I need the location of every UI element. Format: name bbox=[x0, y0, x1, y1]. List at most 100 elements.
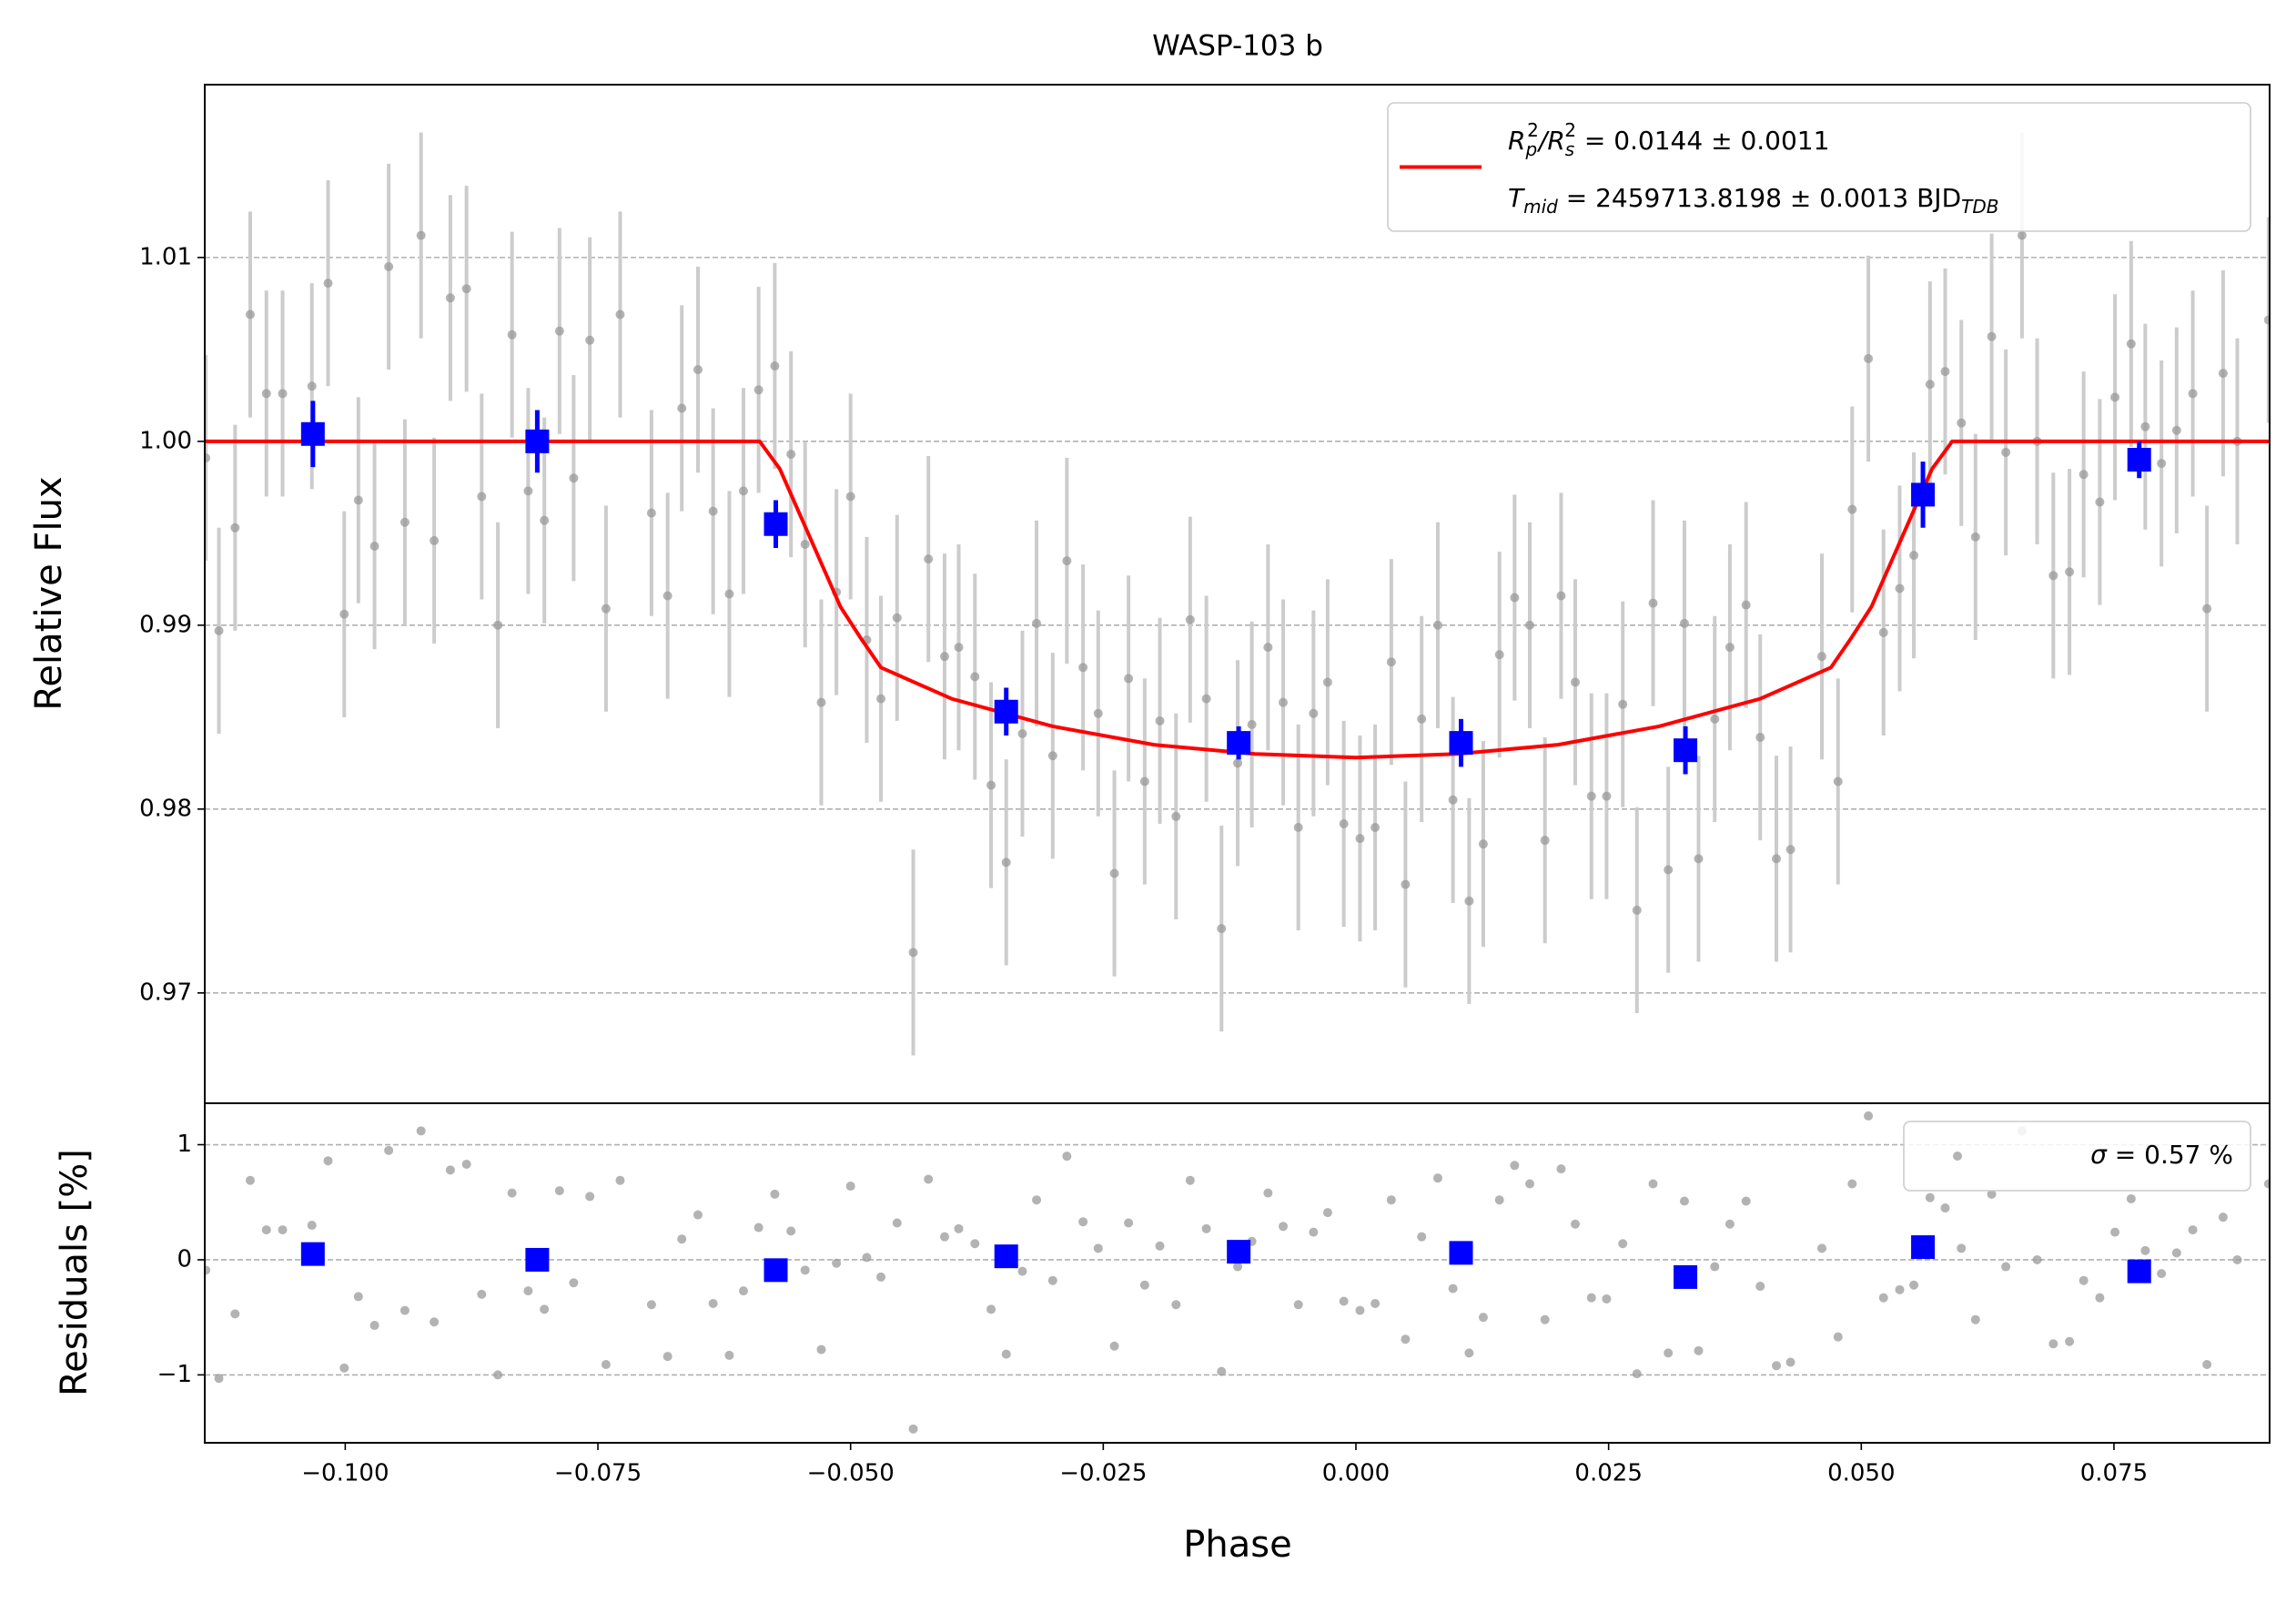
data-point bbox=[800, 539, 810, 549]
data-point bbox=[876, 694, 886, 704]
data-point bbox=[1401, 1334, 1411, 1344]
data-point bbox=[278, 389, 288, 399]
data-point bbox=[708, 506, 718, 516]
y-tick-label: −1 bbox=[157, 1361, 192, 1388]
data-point bbox=[445, 1165, 455, 1175]
data-point bbox=[2126, 1193, 2136, 1203]
data-point bbox=[1895, 583, 1905, 594]
binned-point bbox=[1674, 1264, 1698, 1289]
data-point bbox=[845, 1182, 855, 1192]
data-point bbox=[2095, 497, 2105, 507]
data-point bbox=[2140, 1245, 2150, 1255]
data-point bbox=[1124, 674, 1134, 684]
data-point bbox=[1970, 1314, 1980, 1324]
legend-text: σ bbox=[2090, 1140, 2108, 1170]
data-point bbox=[1494, 1195, 1504, 1205]
data-point bbox=[230, 1309, 240, 1319]
data-point bbox=[1957, 418, 1967, 428]
data-point bbox=[323, 1156, 333, 1166]
data-point bbox=[307, 381, 317, 391]
data-point bbox=[1878, 627, 1888, 637]
data-point bbox=[1322, 677, 1332, 687]
data-point bbox=[1293, 823, 1303, 833]
data-point bbox=[1833, 1332, 1843, 1342]
legend-handle bbox=[1953, 1152, 1962, 1161]
data-point bbox=[1448, 1283, 1458, 1294]
data-point bbox=[1816, 652, 1826, 662]
binned-point bbox=[2127, 448, 2151, 472]
data-point bbox=[1571, 1219, 1581, 1229]
data-point bbox=[461, 1160, 471, 1170]
x-tick-label: 0.050 bbox=[1827, 1460, 1895, 1487]
legend-label: Tmid = 2459713.8198 ± 0.0013 BJDTDB bbox=[1508, 183, 1998, 218]
data-point bbox=[1847, 1179, 1857, 1189]
binned-point bbox=[994, 1244, 1018, 1269]
data-point bbox=[1093, 708, 1103, 718]
data-point bbox=[1217, 924, 1227, 934]
data-point bbox=[1510, 1161, 1520, 1171]
data-point bbox=[400, 517, 410, 527]
y-tick-label: 1 bbox=[177, 1131, 192, 1158]
data-point bbox=[908, 1424, 918, 1434]
data-point bbox=[307, 1221, 317, 1231]
data-point bbox=[523, 486, 533, 496]
binned-point bbox=[1911, 1235, 1936, 1260]
data-point bbox=[445, 293, 455, 303]
y-tick-label: 0.99 bbox=[139, 611, 192, 638]
data-point bbox=[477, 492, 487, 502]
data-point bbox=[939, 652, 949, 662]
data-point bbox=[986, 1304, 996, 1314]
data-point bbox=[1371, 1299, 1381, 1309]
y-axis-label: Residuals [%] bbox=[54, 1149, 96, 1396]
data-point bbox=[1525, 620, 1535, 630]
data-point bbox=[1047, 751, 1057, 761]
data-point bbox=[816, 697, 826, 707]
data-point bbox=[2157, 1269, 2167, 1279]
data-point bbox=[1909, 551, 1919, 561]
x-tick-label: 0.075 bbox=[2080, 1460, 2148, 1487]
data-point bbox=[1401, 879, 1411, 889]
data-point bbox=[278, 1225, 288, 1235]
data-point bbox=[2079, 1275, 2089, 1285]
data-point bbox=[1925, 380, 1935, 390]
data-point bbox=[1540, 836, 1550, 846]
data-point bbox=[1694, 854, 1704, 864]
data-point bbox=[1970, 532, 1980, 542]
data-point bbox=[214, 625, 224, 635]
data-point bbox=[1725, 643, 1735, 653]
binned-point bbox=[525, 429, 550, 453]
data-point bbox=[323, 279, 333, 289]
data-point bbox=[924, 1174, 934, 1184]
data-point bbox=[677, 1234, 687, 1244]
data-point bbox=[245, 309, 255, 320]
legend-text: TDB bbox=[1961, 196, 1998, 218]
legend-label: Rp2/Rs2 = 0.0144 ± 0.0011 bbox=[1508, 119, 1829, 160]
data-point bbox=[615, 1175, 625, 1185]
data-point bbox=[876, 1272, 886, 1282]
data-point bbox=[677, 403, 687, 413]
legend-text: = 2459713.8198 ± 0.0013 BJD bbox=[1558, 183, 1961, 213]
data-point bbox=[1464, 1348, 1474, 1358]
binned-point bbox=[2127, 1259, 2151, 1283]
data-point bbox=[1017, 729, 1027, 739]
data-point bbox=[862, 1253, 872, 1263]
data-point bbox=[2095, 1293, 2105, 1303]
data-point bbox=[416, 230, 426, 240]
data-point bbox=[1602, 791, 1612, 801]
data-point bbox=[569, 473, 579, 483]
data-point bbox=[663, 1352, 673, 1362]
data-point bbox=[601, 604, 611, 614]
data-point bbox=[493, 1370, 503, 1380]
plot-area bbox=[205, 132, 2270, 1056]
data-point bbox=[1448, 795, 1458, 805]
data-point bbox=[1062, 1152, 1072, 1162]
y-axis-label: Relative Flux bbox=[28, 476, 70, 710]
data-point bbox=[461, 284, 471, 294]
data-point bbox=[1217, 1366, 1227, 1376]
data-point bbox=[1864, 1111, 1874, 1121]
data-point bbox=[339, 609, 349, 619]
data-point bbox=[1247, 719, 1257, 729]
data-point bbox=[369, 541, 379, 551]
x-tick-label: −0.075 bbox=[554, 1460, 642, 1487]
